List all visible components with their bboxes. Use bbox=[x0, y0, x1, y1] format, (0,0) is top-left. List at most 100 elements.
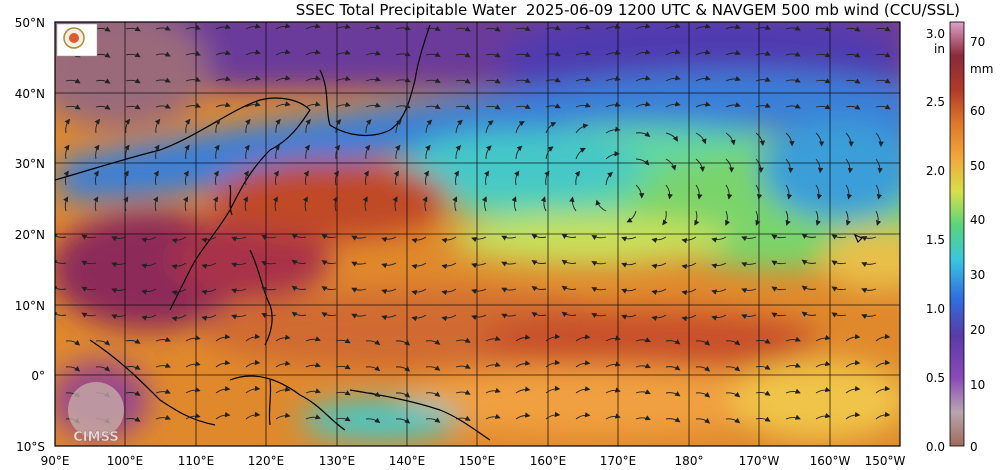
wind-arrow bbox=[65, 78, 81, 84]
wind-arrow bbox=[215, 76, 231, 82]
wind-arrow bbox=[635, 23, 651, 30]
plot-frame bbox=[54, 21, 901, 447]
wind-arrow bbox=[81, 234, 97, 240]
wind-arrow bbox=[333, 170, 339, 186]
wind-arrow bbox=[321, 234, 337, 240]
wind-arrow bbox=[695, 132, 707, 145]
wind-arrow bbox=[681, 262, 697, 270]
wind-arrow bbox=[515, 51, 531, 57]
wind-arrow bbox=[695, 101, 711, 108]
wind-arrow bbox=[215, 102, 231, 108]
wind-arrow bbox=[485, 104, 501, 110]
wind-arrow bbox=[185, 76, 201, 82]
wind-arrow bbox=[455, 119, 463, 134]
wind-arrow bbox=[485, 78, 501, 84]
wind-arrow bbox=[215, 385, 231, 394]
wind-arrow bbox=[725, 102, 741, 108]
wind-arrow bbox=[231, 262, 247, 268]
wind-arrow bbox=[665, 391, 681, 397]
wind-arrow bbox=[231, 236, 247, 242]
wind-arrow bbox=[785, 103, 801, 109]
wind-arrow bbox=[665, 339, 681, 345]
wind-arrow bbox=[214, 118, 221, 134]
wind-arrow bbox=[651, 262, 667, 269]
wind-arrow bbox=[453, 170, 460, 186]
wind-arrow bbox=[365, 417, 381, 424]
wind-arrow bbox=[154, 144, 160, 160]
wind-arrow bbox=[201, 262, 217, 269]
wind-arrow bbox=[95, 365, 111, 372]
wind-arrow bbox=[395, 366, 411, 372]
wind-arrow bbox=[395, 77, 411, 83]
wind-arrow bbox=[575, 123, 589, 134]
wind-arrow bbox=[741, 314, 757, 320]
wind-arrow bbox=[95, 104, 111, 110]
wind-arrow bbox=[64, 118, 71, 134]
wind-arrow bbox=[291, 311, 307, 318]
wind-arrow bbox=[785, 77, 801, 83]
wind-arrow bbox=[242, 196, 248, 212]
wind-arrow bbox=[94, 144, 100, 160]
wind-arrow bbox=[635, 158, 650, 166]
wind-arrow bbox=[155, 336, 171, 342]
wind-arrow bbox=[201, 288, 217, 295]
wind-arrow bbox=[515, 334, 531, 342]
wind-arrow bbox=[455, 145, 462, 160]
wind-arrow bbox=[471, 236, 487, 243]
wind-arrow bbox=[185, 102, 201, 108]
wind-arrow bbox=[81, 286, 97, 292]
wind-arrow bbox=[875, 78, 891, 84]
wind-arrow bbox=[875, 210, 882, 226]
wind-arrow bbox=[351, 235, 367, 241]
wind-arrow bbox=[725, 24, 741, 30]
wind-arrow bbox=[605, 413, 621, 420]
wind-arrow bbox=[64, 144, 70, 160]
wind-arrow bbox=[725, 339, 741, 346]
wind-arrow bbox=[395, 51, 411, 57]
wind-arrow bbox=[695, 340, 711, 346]
wind-arrow bbox=[485, 120, 494, 134]
wind-arrow bbox=[125, 416, 141, 422]
wind-arrow bbox=[831, 260, 847, 266]
wind-arrow bbox=[785, 132, 795, 147]
wind-arrow bbox=[455, 104, 471, 110]
wind-arrow bbox=[395, 25, 411, 31]
wind-arrow bbox=[711, 288, 727, 295]
wind-arrow bbox=[125, 78, 141, 84]
wind-arrow bbox=[665, 75, 681, 82]
wind-arrow bbox=[351, 313, 367, 319]
wind-arrow bbox=[485, 413, 501, 420]
wind-arrow bbox=[681, 288, 697, 296]
wind-arrow bbox=[545, 122, 557, 134]
lon-label: 160°W bbox=[810, 454, 851, 468]
wind-arrow bbox=[153, 196, 159, 212]
wind-arrow bbox=[55, 259, 67, 266]
wind-arrow bbox=[125, 52, 141, 58]
wind-arrow bbox=[569, 196, 577, 212]
wind-arrow bbox=[485, 361, 501, 368]
wind-arrow bbox=[591, 261, 607, 267]
wind-arrow bbox=[665, 101, 681, 108]
wind-arrow bbox=[501, 235, 517, 241]
wind-arrow bbox=[545, 359, 561, 368]
wind-arrow bbox=[875, 184, 883, 200]
lat-label: 10°N bbox=[15, 299, 45, 313]
wind-arrow bbox=[695, 23, 711, 30]
wind-arrow bbox=[275, 386, 291, 394]
wind-arrow bbox=[332, 196, 338, 212]
wind-arrow bbox=[94, 118, 101, 134]
wind-arrow bbox=[111, 262, 127, 268]
wind-arrow bbox=[875, 26, 891, 32]
wind-arrow bbox=[591, 313, 607, 319]
wind-arrow bbox=[514, 170, 520, 186]
wind-arrow bbox=[422, 196, 428, 212]
wind-arrow bbox=[275, 118, 281, 134]
wind-arrow bbox=[485, 52, 501, 58]
wind-arrow bbox=[515, 103, 531, 109]
wind-arrow bbox=[815, 158, 824, 174]
lon-label: 130°E bbox=[319, 454, 356, 468]
colorbar-gradient bbox=[949, 21, 965, 447]
wind-arrow bbox=[621, 236, 637, 242]
wind-arrow bbox=[605, 75, 621, 82]
wind-arrow bbox=[785, 362, 801, 368]
